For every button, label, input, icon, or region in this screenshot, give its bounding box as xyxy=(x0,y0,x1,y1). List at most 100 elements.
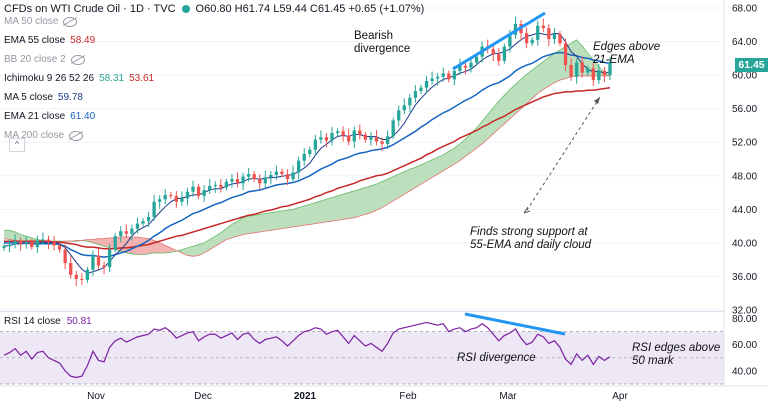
candle-body xyxy=(547,28,551,40)
candle xyxy=(441,67,445,82)
cloud-bullish xyxy=(176,39,610,257)
candle xyxy=(80,273,84,285)
candle-body xyxy=(130,228,134,234)
candle xyxy=(224,178,229,191)
arrow-tail-icon xyxy=(523,206,531,214)
candle-body xyxy=(397,110,401,121)
candle xyxy=(330,127,334,146)
candle-body xyxy=(258,179,262,184)
candle-body xyxy=(474,56,479,63)
candle-body xyxy=(46,239,51,243)
rsi-value: 50.81 xyxy=(66,316,92,327)
candle-body xyxy=(113,236,117,250)
indicator-value: 61.40 xyxy=(70,111,96,122)
candle-body xyxy=(380,141,384,144)
price-axis-tick: 40.00 xyxy=(732,238,757,249)
candle-body xyxy=(463,65,468,68)
indicator-value: 59.78 xyxy=(57,92,83,103)
candle xyxy=(152,194,156,221)
candle xyxy=(313,134,317,156)
candle-body xyxy=(341,131,345,136)
indicator-legend-item[interactable]: BB 20 close 2 xyxy=(4,54,85,65)
rsi-legend: RSI 14 close 50.81 xyxy=(4,316,92,327)
candle xyxy=(107,243,112,273)
candle-body xyxy=(91,255,95,270)
candle xyxy=(358,124,362,140)
candle-body xyxy=(185,191,190,199)
indicator-legend-item[interactable]: EMA 55 close 58.49 xyxy=(4,35,95,46)
candle xyxy=(463,61,468,75)
cloud-span-b xyxy=(3,75,610,257)
candle xyxy=(246,168,251,182)
indicator-legend-item[interactable]: MA 50 close xyxy=(4,16,78,27)
candle xyxy=(385,130,390,149)
candle-body xyxy=(330,132,334,141)
indicator-label: Ichimoku 9 26 52 26 xyxy=(4,73,95,84)
ohlc-values: O60.80 H61.74 L59.44 C61.45 +0.65 (+1.07… xyxy=(195,3,425,15)
rsi-panel xyxy=(0,321,724,385)
indicator-value: 58.49 xyxy=(70,35,96,46)
candle-body xyxy=(491,49,495,55)
time-axis-tick: Nov xyxy=(87,391,105,402)
indicator-legend-item[interactable]: MA 200 close xyxy=(4,130,84,141)
candle xyxy=(402,98,406,115)
collapse-legend-icon[interactable]: ^ xyxy=(9,138,25,152)
candle-body xyxy=(313,139,317,150)
price-axis[interactable]: 68.00 64.00 60.00 56.00 52.00 48.00 44.00 40.00… xyxy=(723,0,757,386)
time-axis-tick: Mar xyxy=(499,391,517,402)
candle-body xyxy=(252,174,256,180)
candle xyxy=(391,117,395,140)
candle-body xyxy=(119,231,123,237)
symbol-title[interactable]: CFDs on WTI Crude Oil · 1D · TVC xyxy=(4,3,176,15)
candle-body xyxy=(469,62,473,68)
candle xyxy=(552,28,557,44)
rsi-axis-tick: 40.00 xyxy=(732,366,757,377)
candle xyxy=(280,168,284,178)
candle-body xyxy=(19,241,23,244)
candle xyxy=(397,105,401,127)
candle-body xyxy=(324,137,329,141)
candle-body xyxy=(208,185,212,191)
indicator-value-2: 53.61 xyxy=(129,73,155,84)
candle xyxy=(41,232,45,245)
candle-body xyxy=(374,137,379,142)
candle-body xyxy=(219,185,223,188)
hidden-eye-icon[interactable] xyxy=(69,130,84,141)
candle xyxy=(608,56,612,81)
hidden-eye-icon[interactable] xyxy=(63,16,78,27)
candle-body xyxy=(369,137,373,140)
candle-body xyxy=(608,62,612,76)
candle-body xyxy=(152,201,156,217)
indicator-label: MA 5 close xyxy=(4,92,53,103)
candle-body xyxy=(558,34,562,44)
rsi-axis[interactable]: 80.00 60.00 40.00 xyxy=(732,314,757,377)
candle xyxy=(146,211,151,228)
price-trendline xyxy=(452,11,546,71)
hidden-eye-icon[interactable] xyxy=(70,54,85,65)
candle xyxy=(130,224,134,241)
trendline-drawings[interactable] xyxy=(452,11,601,336)
ema55-line xyxy=(4,87,611,250)
candle-body xyxy=(347,135,351,142)
candle-body xyxy=(508,34,512,47)
candle-body xyxy=(13,241,17,245)
support-arrow-line xyxy=(526,96,601,211)
candle xyxy=(591,63,595,87)
time-axis[interactable]: Nov Dec 2021 Feb Mar Apr xyxy=(0,385,768,402)
candle-body xyxy=(280,171,284,175)
candle xyxy=(569,58,573,81)
candle-body xyxy=(191,186,195,192)
indicator-legend-item[interactable]: EMA 21 close 61.40 xyxy=(4,111,95,122)
indicator-legend-item[interactable]: MA 5 close 59.78 xyxy=(4,92,83,103)
candle-body xyxy=(536,25,540,40)
candle-body xyxy=(291,172,295,180)
candle-body xyxy=(52,242,56,246)
candle xyxy=(241,172,245,191)
candle xyxy=(308,146,312,157)
indicator-legend-item[interactable]: Ichimoku 9 26 52 26 58.31 53.61 xyxy=(4,73,154,84)
candle xyxy=(35,235,40,254)
candle-body xyxy=(213,185,217,187)
candle-body xyxy=(69,263,73,275)
annotation-edges-above-ema: Edges above 21-EMA xyxy=(593,41,661,66)
